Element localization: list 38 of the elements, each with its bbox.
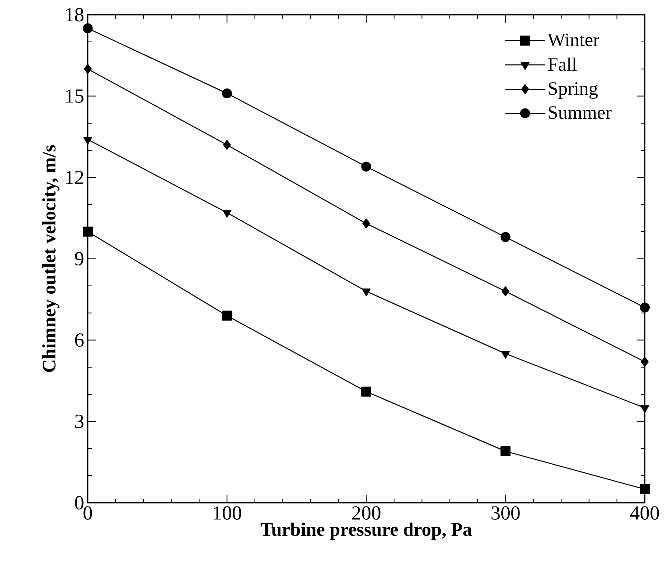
legend-label: Fall [548, 58, 577, 72]
point [83, 24, 93, 34]
point [362, 162, 372, 172]
point [83, 226, 93, 237]
point [223, 140, 232, 150]
y-tick-label: 15 [66, 90, 84, 103]
y-tick-label: 0 [75, 496, 84, 510]
legend-label: Spring [549, 82, 598, 100]
y-tick-label: 6 [75, 334, 84, 348]
legend-label: Summer [549, 106, 612, 120]
point [640, 405, 650, 414]
point [640, 484, 650, 494]
x-tick-label: 100 [214, 506, 242, 520]
point [641, 357, 649, 368]
point [500, 232, 511, 242]
x-axis-title: Turbine pressure drop, Pa [260, 522, 472, 540]
y-axis-title: Chimney outlet velocity, m/s [42, 145, 60, 372]
point [84, 136, 92, 145]
point [84, 64, 92, 74]
x-tick-label: 200 [352, 506, 381, 520]
point [222, 310, 232, 321]
x-tick-label: 0 [84, 506, 92, 520]
y-tick-label: 12 [66, 171, 84, 184]
x-tick-label: 400 [630, 506, 660, 520]
point [502, 286, 510, 297]
y-tick-label: 9 [75, 252, 84, 266]
point [501, 351, 510, 359]
x-tick-label: 300 [492, 506, 520, 520]
point [222, 210, 232, 218]
point [222, 88, 232, 99]
point [362, 218, 370, 229]
point [640, 302, 650, 313]
y-tick-label: 18 [66, 8, 84, 22]
point [500, 446, 511, 456]
legend-label: Winter [548, 34, 600, 47]
y-tick-label: 3 [75, 414, 84, 428]
point [362, 386, 372, 397]
point [362, 288, 371, 297]
